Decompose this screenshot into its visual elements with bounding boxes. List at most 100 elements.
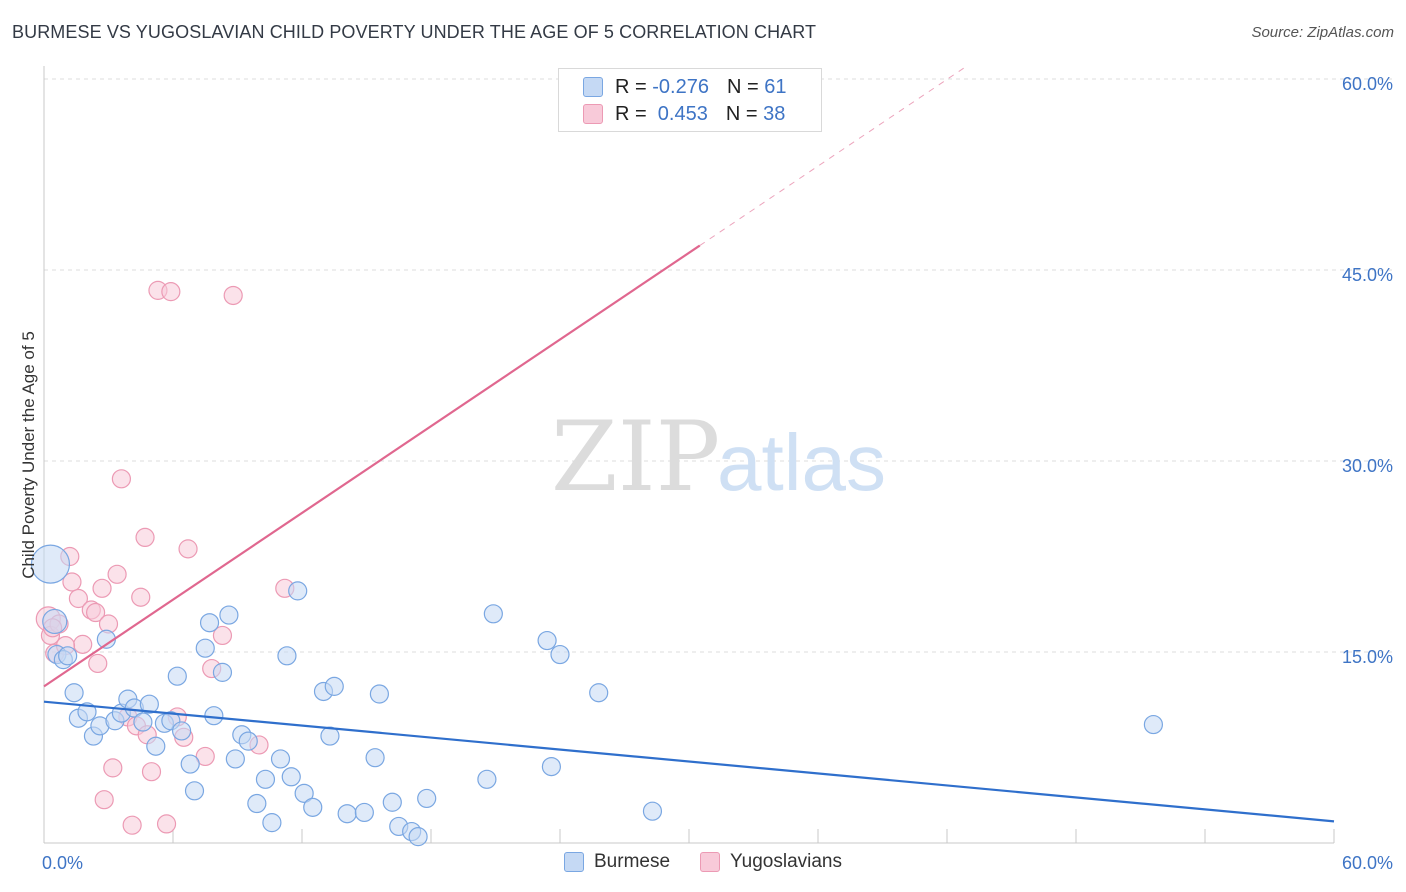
burmese-point-47[interactable]: [369, 684, 389, 704]
trend-lines: [43, 65, 1335, 823]
burmese-point-35[interactable]: [270, 749, 291, 769]
burmese-point-26[interactable]: [204, 706, 224, 726]
burmese-point-20[interactable]: [167, 666, 187, 686]
yugoslavians-label: Yugoslavians: [730, 851, 842, 872]
burmese-swatch: [564, 852, 584, 872]
burmese-point-28[interactable]: [219, 605, 239, 625]
chart-title: BURMESE VS YUGOSLAVIAN CHILD POVERTY UND…: [12, 22, 817, 42]
burmese-point-53[interactable]: [477, 769, 497, 789]
y-tick-label-1: 30.0%: [1342, 456, 1393, 476]
yugoslavians-point-11[interactable]: [92, 578, 112, 598]
watermark-atlas: atlas: [717, 418, 886, 507]
x-tick-label-min: 0.0%: [42, 853, 83, 873]
yugoslavians-trend-line: [43, 244, 701, 688]
y-tick-label-2: 45.0%: [1342, 265, 1393, 285]
burmese-point-51[interactable]: [408, 827, 428, 847]
yugoslavians-point-30[interactable]: [195, 746, 215, 767]
yugoslavians-point-26[interactable]: [161, 282, 181, 302]
legend-r-value: -0.276: [652, 75, 709, 98]
y-axis-label: Child Poverty Under the Age of 5: [19, 331, 38, 579]
burmese-point-37[interactable]: [281, 767, 301, 787]
burmese-point-16[interactable]: [139, 694, 159, 714]
yugoslavians-point-14[interactable]: [103, 758, 123, 778]
burmese-trend-line: [43, 700, 1335, 823]
burmese-point-56[interactable]: [541, 756, 562, 777]
burmese-point-40[interactable]: [303, 797, 323, 817]
burmese-point-55[interactable]: [537, 630, 557, 651]
legend-n-label: N =: [725, 102, 764, 125]
yugoslavians-swatch: [700, 852, 721, 872]
burmese-point-29[interactable]: [225, 749, 245, 769]
yugoslavians-point-16[interactable]: [111, 469, 132, 489]
yugoslavians-point-33[interactable]: [223, 285, 243, 306]
burmese-point-45[interactable]: [354, 802, 374, 823]
burmese-point-23[interactable]: [184, 781, 205, 801]
bottom-legend: Burmese Yugoslavians: [0, 851, 1406, 873]
burmese-point-33[interactable]: [255, 769, 276, 789]
burmese-point-15[interactable]: [133, 712, 153, 732]
burmese-point-58[interactable]: [589, 683, 609, 703]
burmese-point-4[interactable]: [58, 646, 78, 666]
yugoslavians-point-5[interactable]: [62, 572, 82, 592]
y-tick-labels: 15.0% 30.0% 45.0% 60.0%: [1342, 74, 1393, 667]
yugoslavians-point-18[interactable]: [122, 815, 142, 835]
yugoslavians-point-25[interactable]: [156, 814, 177, 834]
watermark-zip: ZIP: [551, 401, 720, 513]
burmese-point-54[interactable]: [483, 604, 503, 624]
burmese-point-31[interactable]: [238, 731, 258, 751]
legend: R = -0.276 N = 61 R = 0.453 N = 38: [558, 68, 822, 132]
burmese-point-59[interactable]: [642, 801, 663, 821]
burmese-point-36[interactable]: [277, 646, 297, 666]
legend-row-yugoslavians: R = 0.453 N = 38: [583, 101, 785, 127]
x-tick-label-max: 60.0%: [1342, 853, 1393, 873]
burmese-point-43[interactable]: [324, 676, 344, 696]
burmese-point-38[interactable]: [288, 581, 308, 601]
yugoslavians-point-21[interactable]: [135, 527, 155, 548]
burmese-point-5[interactable]: [64, 683, 84, 703]
bottom-legend-yugoslavians[interactable]: Yugoslavians: [700, 851, 842, 873]
burmese-point-7[interactable]: [77, 702, 97, 722]
yugoslavians-point-23[interactable]: [141, 762, 162, 782]
burmese-point-39[interactable]: [294, 783, 314, 803]
bottom-legend-burmese[interactable]: Burmese: [564, 851, 670, 873]
burmese-point-0[interactable]: [30, 544, 71, 584]
yugoslavians-points: [35, 280, 295, 835]
burmese-points: [30, 544, 1164, 847]
y-tick-label-3: 60.0%: [1342, 74, 1393, 94]
yugoslavians-point-7[interactable]: [73, 634, 93, 654]
grid-lines: [44, 78, 1392, 653]
burmese-point-21[interactable]: [172, 721, 192, 741]
legend-n-label: N =: [726, 75, 765, 98]
legend-n-value: 38: [763, 102, 786, 125]
legend-n-value: 61: [764, 75, 787, 98]
burmese-point-52[interactable]: [417, 788, 437, 809]
burmese-point-60[interactable]: [1143, 714, 1164, 735]
yugoslavians-point-20[interactable]: [131, 587, 151, 607]
burmese-label: Burmese: [594, 851, 671, 872]
yugoslavians-trend-extension: [699, 65, 967, 246]
burmese-point-25[interactable]: [199, 613, 220, 633]
yugoslavians-point-12[interactable]: [94, 790, 114, 810]
burmese-point-57[interactable]: [550, 644, 570, 665]
yugoslavians-point-10[interactable]: [88, 653, 108, 674]
burmese-point-46[interactable]: [365, 748, 385, 768]
burmese-point-42[interactable]: [320, 726, 340, 746]
yugoslavians-point-15[interactable]: [107, 564, 127, 584]
burmese-point-32[interactable]: [247, 793, 267, 814]
yugoslavians-point-6[interactable]: [68, 588, 89, 609]
burmese-point-34[interactable]: [262, 813, 282, 833]
burmese-point-44[interactable]: [337, 804, 357, 824]
yugoslavians-point-29[interactable]: [178, 539, 198, 559]
legend-row-burmese: R = -0.276 N = 61: [583, 74, 786, 100]
burmese-point-27[interactable]: [212, 662, 233, 682]
burmese-point-48[interactable]: [382, 792, 402, 812]
burmese-point-17[interactable]: [146, 736, 166, 756]
burmese-point-22[interactable]: [180, 754, 200, 774]
yugoslavians-point-32[interactable]: [212, 625, 233, 646]
burmese-point-1[interactable]: [42, 608, 68, 635]
legend-swatch-burmese: [583, 77, 603, 97]
yugoslavians-point-9[interactable]: [85, 602, 106, 623]
burmese-point-24[interactable]: [195, 638, 215, 658]
legend-r-label: R =: [615, 102, 653, 125]
